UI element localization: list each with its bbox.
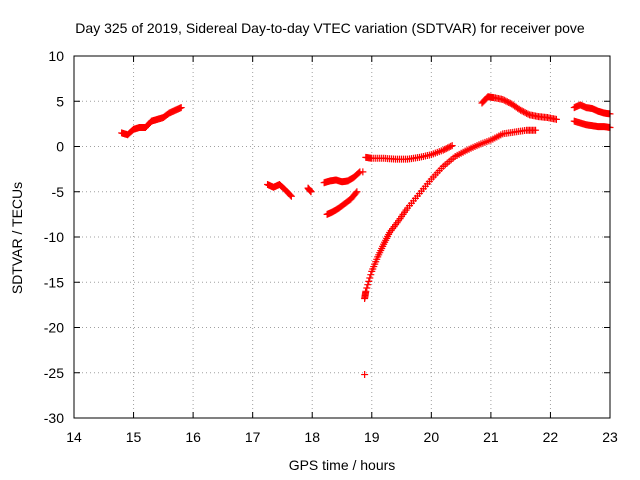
- x-tick-label: 17: [245, 429, 261, 445]
- data-point: [520, 108, 528, 116]
- series-outlier: [359, 168, 369, 379]
- data-point: [359, 168, 367, 176]
- data-points: [118, 93, 614, 379]
- data-point: [355, 169, 363, 177]
- data-point: [447, 142, 455, 150]
- x-tick-label: 21: [483, 429, 499, 445]
- data-point: [505, 98, 513, 106]
- data-point: [364, 281, 372, 289]
- data-point: [503, 98, 511, 106]
- x-tick-label: 14: [66, 429, 82, 445]
- data-point: [367, 271, 375, 279]
- data-point: [353, 188, 361, 196]
- data-point: [532, 126, 540, 134]
- series-arc-b: [264, 181, 295, 200]
- data-point: [521, 109, 529, 117]
- data-point: [286, 191, 294, 199]
- data-point: [518, 107, 526, 115]
- data-point: [366, 274, 374, 282]
- series-arc-j: [570, 117, 614, 131]
- series-arc-d: [320, 168, 364, 187]
- plot-frame: [73, 55, 611, 419]
- data-point: [361, 371, 369, 379]
- x-tick-label: 23: [602, 429, 618, 445]
- data-point: [307, 188, 315, 196]
- series-arc-e: [323, 188, 361, 218]
- series-arc-a: [118, 104, 185, 139]
- y-tick-label: 10: [48, 48, 64, 64]
- data-point: [439, 146, 447, 154]
- data-point: [444, 144, 452, 152]
- series-arc-i: [570, 101, 614, 118]
- y-tick-label: -15: [44, 274, 64, 290]
- series-arc-f: [362, 142, 456, 163]
- data-point: [524, 110, 532, 118]
- x-axis-label: GPS time / hours: [288, 457, 396, 473]
- data-point: [352, 189, 360, 197]
- data-point: [177, 104, 185, 112]
- x-tick-label: 19: [364, 429, 380, 445]
- y-tick-label: -10: [44, 229, 64, 245]
- x-tick-label: 20: [424, 429, 440, 445]
- data-point: [448, 142, 456, 150]
- data-point: [552, 115, 560, 123]
- x-tick-label: 16: [185, 429, 201, 445]
- data-point: [523, 109, 531, 117]
- data-point: [500, 96, 508, 104]
- y-tick-label: 0: [56, 139, 64, 155]
- series-arc-c: [304, 184, 315, 196]
- data-point: [499, 95, 507, 103]
- y-tick-label: -20: [44, 320, 64, 336]
- series-arc-h: [478, 93, 560, 123]
- y-tick-label: -5: [52, 184, 65, 200]
- data-point: [287, 192, 295, 200]
- data-point: [502, 97, 510, 105]
- data-point: [445, 143, 453, 151]
- chart-title: Day 325 of 2019, Sidereal Day-to-day VTE…: [75, 20, 585, 36]
- y-tick-label: -30: [44, 410, 64, 426]
- x-tick-label: 18: [304, 429, 320, 445]
- data-point: [442, 145, 450, 153]
- data-point: [363, 284, 371, 292]
- y-tick-label: 5: [56, 93, 64, 109]
- data-point: [441, 145, 449, 153]
- x-tick-label: 15: [126, 429, 142, 445]
- data-point: [365, 277, 373, 285]
- data-point: [362, 287, 370, 295]
- y-tick-label: -25: [44, 365, 64, 381]
- grid-lines: [74, 56, 610, 418]
- data-point: [517, 106, 525, 114]
- x-tick-label: 22: [543, 429, 559, 445]
- series-arc-g: [361, 126, 540, 303]
- tick-labels: 14 15 16 17 18 19 20 21 22 23 -30 -25 -20 -15 -10 -5 0 5 1…: [44, 48, 618, 445]
